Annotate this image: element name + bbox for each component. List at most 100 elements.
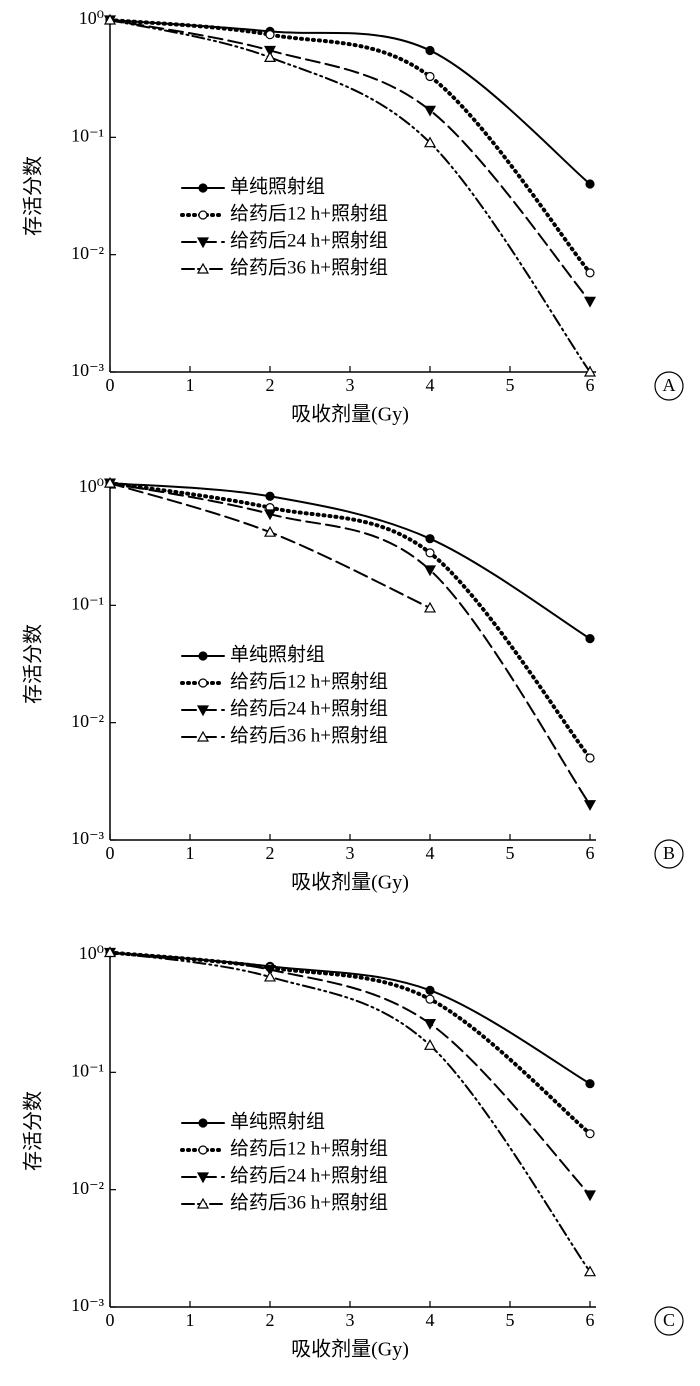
y-tick-label: 10⁻³ (71, 828, 105, 848)
legend-marker (196, 705, 210, 717)
chart-panel: 10⁻³ 10⁻² 10⁻¹ 10⁰ 0 1 2 3 4 5 6 吸收剂量(Gy) 存活分数 B 单纯照射组… (22, 476, 684, 894)
marker (103, 476, 117, 488)
legend-marker (198, 678, 208, 688)
legend-label: 给药后24 h+照射组 (230, 229, 388, 251)
x-tick-label: 5 (506, 375, 515, 395)
x-tick-label: 4 (426, 375, 435, 395)
x-tick-label: 3 (346, 375, 355, 395)
marker (583, 296, 597, 308)
legend-label: 给药后12 h+照射组 (230, 202, 388, 224)
x-tick-label: 1 (186, 1310, 195, 1330)
marker (585, 1079, 595, 1089)
legend-marker (196, 730, 210, 742)
chart-panel: 10⁻³ 10⁻² 10⁻¹ 10⁰ 0 1 2 3 4 5 6 吸收剂量(Gy) 存活分数 A 单纯照射组… (22, 8, 684, 426)
series-line (108, 950, 592, 1136)
marker (425, 985, 435, 995)
x-axis-label: 吸收剂量(Gy) (291, 403, 409, 426)
y-tick-label: 10⁰ (79, 476, 104, 496)
marker (423, 105, 437, 117)
y-tick-label: 10⁰ (79, 8, 104, 28)
marker (263, 525, 277, 537)
x-tick-label: 1 (186, 843, 195, 863)
marker (583, 1265, 597, 1277)
legend-marker (196, 237, 210, 249)
marker (583, 365, 597, 377)
marker (265, 491, 275, 501)
marker (265, 30, 275, 40)
y-tick-label: 10⁻² (71, 711, 104, 731)
marker (263, 51, 277, 63)
y-tick-label: 10⁻² (71, 243, 104, 263)
marker (585, 268, 595, 278)
series-line (109, 951, 591, 1197)
legend-label: 单纯照射组 (230, 643, 325, 665)
x-tick-label: 6 (586, 843, 595, 863)
y-axis-label: 存活分数 (22, 1091, 45, 1171)
marker (263, 45, 277, 57)
x-tick-label: 2 (266, 1310, 275, 1330)
legend-label: 给药后24 h+照射组 (230, 1164, 388, 1186)
series-line (109, 482, 431, 609)
marker (425, 71, 435, 82)
panel-badge (654, 839, 684, 869)
x-axis-label: 吸收剂量(Gy) (291, 871, 409, 894)
marker (585, 753, 595, 763)
y-tick-label: 10⁻³ (71, 360, 105, 380)
marker (423, 136, 437, 148)
series-line (109, 19, 591, 303)
marker (103, 13, 117, 25)
marker (425, 548, 435, 558)
x-axis-label: 吸收剂量(Gy) (291, 1338, 409, 1361)
x-tick-label: 3 (346, 1310, 355, 1330)
marker (425, 45, 435, 56)
y-axis-label: 存活分数 (22, 624, 45, 704)
x-tick-label: 6 (586, 375, 595, 395)
legend-marker (198, 1118, 208, 1128)
y-tick-label: 10⁻¹ (71, 593, 104, 613)
x-tick-label: 2 (266, 843, 275, 863)
legend-label: 给药后24 h+照射组 (230, 697, 388, 719)
marker (585, 1129, 595, 1139)
series-line (109, 19, 591, 373)
marker (263, 509, 277, 521)
panel-label: A (663, 375, 676, 395)
y-tick-label: 10⁻¹ (71, 1060, 104, 1080)
marker (425, 994, 435, 1004)
panel-label: B (663, 843, 675, 863)
legend-label: 给药后36 h+照射组 (230, 256, 388, 278)
y-tick-label: 10⁻³ (71, 1295, 105, 1315)
x-tick-label: 0 (106, 1310, 115, 1330)
marker (585, 179, 595, 189)
y-tick-label: 10⁰ (79, 943, 104, 963)
legend-label: 给药后36 h+照射组 (230, 1191, 388, 1213)
legend-marker (196, 1197, 210, 1209)
marker (583, 1190, 597, 1202)
x-tick-label: 4 (426, 843, 435, 863)
y-axis-label: 存活分数 (22, 156, 45, 236)
y-tick-label: 10⁻² (71, 1178, 104, 1198)
series-line (108, 18, 592, 275)
legend-label: 单纯照射组 (230, 1110, 325, 1132)
marker (585, 634, 595, 644)
series-line (109, 482, 591, 640)
marker (425, 534, 435, 544)
legend-label: 单纯照射组 (230, 175, 325, 197)
legend-marker (198, 183, 208, 193)
legend-marker (196, 262, 210, 274)
panel-label: C (663, 1310, 675, 1330)
marker (263, 965, 277, 976)
legend-label: 给药后12 h+照射组 (230, 1137, 388, 1159)
series-line (109, 482, 591, 806)
chart-panel: 10⁻³ 10⁻² 10⁻¹ 10⁰ 0 1 2 3 4 5 6 吸收剂量(Gy) 存活分数 C 单纯照射组… (22, 943, 684, 1361)
marker (103, 946, 117, 958)
series-line (108, 481, 592, 760)
x-tick-label: 4 (426, 1310, 435, 1330)
x-tick-label: 1 (186, 375, 195, 395)
legend-label: 给药后36 h+照射组 (230, 724, 388, 746)
x-tick-label: 2 (266, 375, 275, 395)
x-tick-label: 0 (106, 375, 115, 395)
marker (423, 1039, 437, 1050)
x-tick-label: 3 (346, 843, 355, 863)
x-tick-label: 5 (506, 1310, 515, 1330)
